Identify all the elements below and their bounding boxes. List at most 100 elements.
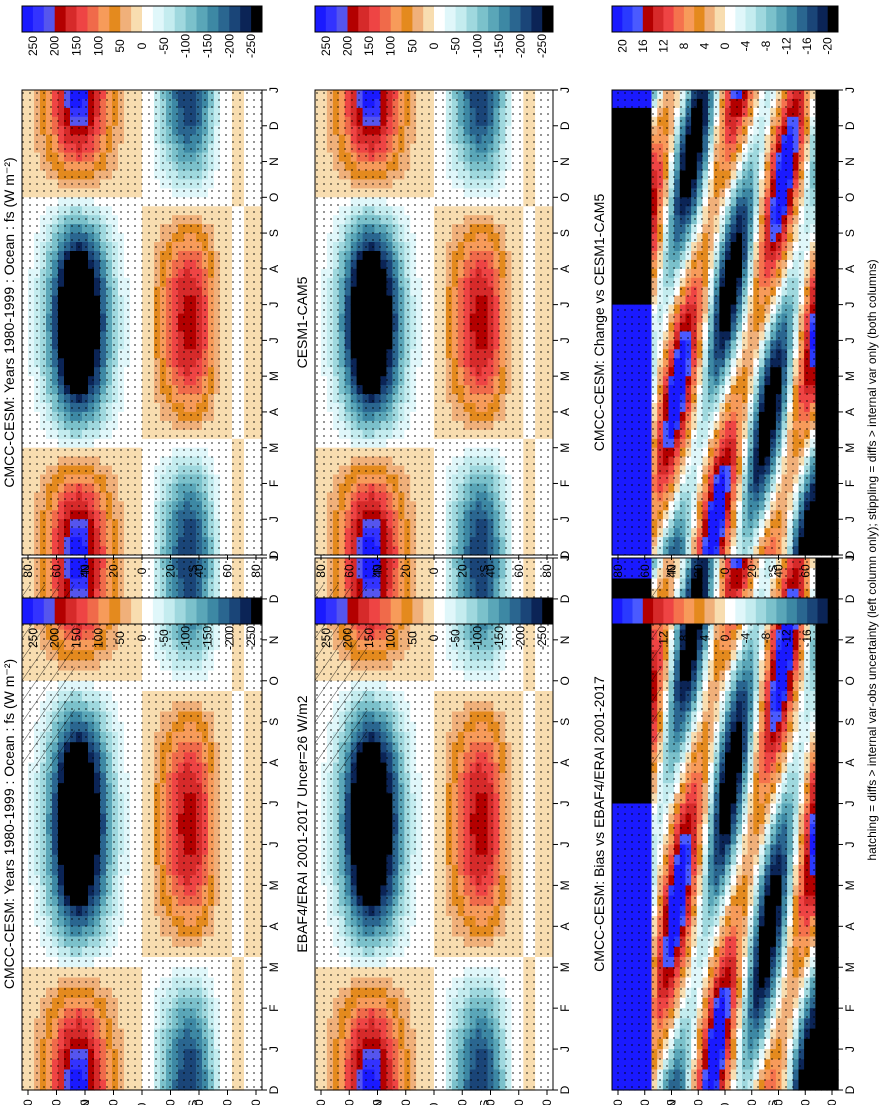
colorbar-swatch	[207, 598, 219, 624]
colorbar-swatch	[196, 6, 208, 32]
colorbar-swatch	[152, 6, 165, 32]
colorbar-swatch	[163, 6, 176, 32]
colorbar-label: -200	[222, 34, 236, 58]
colorbar-label: 250	[26, 628, 40, 648]
month-tick-label: M	[267, 962, 281, 972]
month-tick-label: F	[267, 1004, 281, 1011]
panel-title: CMCC-CESM: Years 1980-1999 : Ocean : fs …	[1, 157, 17, 487]
colorbar-swatch	[54, 598, 67, 624]
colorbar-swatch	[43, 6, 56, 32]
colorbar-swatch	[22, 6, 34, 32]
month-tick-label: F	[267, 480, 281, 487]
colorbar-swatch	[76, 6, 88, 32]
hemisphere-label: °N	[78, 564, 92, 577]
month-tick-label: J	[267, 87, 281, 93]
colorbar-swatch	[87, 598, 99, 624]
colorbar-label: -250	[244, 34, 258, 58]
colorbar-label: 50	[113, 631, 127, 645]
colorbar-swatch	[152, 598, 165, 624]
colorbar-swatch	[163, 598, 176, 624]
month-tick-label: O	[267, 676, 281, 685]
colorbar-label: 150	[70, 36, 84, 56]
colorbar-swatch	[120, 598, 132, 624]
lat-tick-label: 60	[50, 564, 64, 578]
colorbar-swatch	[32, 598, 45, 624]
month-tick-label: A	[267, 922, 281, 930]
panel-3: EBAF4/ERAI 2001-2017 Uncer=26 W/m2DJFMAM…	[294, 555, 572, 1105]
colorbar-label: -250	[244, 626, 258, 650]
colorbar-frame	[21, 597, 263, 625]
colorbar-label: -50	[157, 629, 171, 647]
lat-tick-label: 40	[192, 564, 206, 578]
colorbar-swatch	[98, 6, 110, 32]
colorbar-label: -150	[200, 34, 214, 58]
month-tick-label: J	[267, 1046, 281, 1052]
month-tick-label: O	[267, 193, 281, 202]
colorbar-label: 200	[48, 628, 62, 648]
colorbar-swatch	[54, 6, 67, 32]
lat-tick-label: 80	[249, 1099, 263, 1105]
lat-tick-label: 40	[78, 1099, 92, 1105]
colorbar-label: 0	[135, 634, 149, 641]
colorbar-label: -150	[200, 626, 214, 650]
panels-root: CMCC-CESM: Years 1980-1999 : Ocean : fs …	[1, 5, 857, 1105]
colorbar-swatch	[229, 598, 241, 624]
colorbar-swatch	[65, 598, 77, 624]
colorbar-swatch	[142, 598, 154, 624]
colorbar: 250 200 150 100 50 0 -50 -100 -150 -200 -250	[21, 597, 263, 650]
colorbar-label: 200	[48, 36, 62, 56]
month-tick-label: D	[267, 550, 281, 559]
panel-1: CMCC-CESM: Years 1980-1999 : Ocean : fs …	[1, 555, 281, 1105]
hemisphere-label: °S	[186, 1100, 200, 1105]
lat-tick-label: 60	[221, 564, 235, 578]
colorbar-frame	[21, 5, 263, 33]
panel-2: CMCC-CESM: Years 1980-1999 : Ocean : fs …	[1, 5, 281, 578]
colorbar-label: 50	[113, 39, 127, 53]
colorbar-swatch	[240, 598, 252, 624]
month-tick-label: J	[267, 555, 281, 561]
month-tick-label: D	[267, 594, 281, 603]
colorbar-swatch	[131, 6, 143, 32]
month-tick-label: M	[267, 371, 281, 381]
month-tick-label: A	[267, 408, 281, 416]
colorbar-swatch	[76, 598, 88, 624]
colorbar: 250 200 150 100 50 0 -50 -100 -150 -200 -250	[21, 5, 263, 58]
colorbar-swatch	[174, 598, 187, 624]
colorbar-swatch	[218, 598, 230, 624]
lat-tick-label: 20	[164, 564, 178, 578]
month-tick-label: J	[267, 516, 281, 522]
colorbar-swatch	[229, 6, 241, 32]
month-tick-label: A	[267, 759, 281, 767]
stippling-overlay	[22, 90, 262, 555]
hemisphere-label: °N	[78, 1099, 92, 1105]
lat-tick-label: 80	[21, 1099, 35, 1105]
colorbar-label: 0	[135, 42, 149, 49]
colorbar-label: -100	[179, 626, 193, 650]
month-tick-label: J	[267, 302, 281, 308]
colorbar-swatch	[240, 6, 252, 32]
colorbar-label: 150	[70, 628, 84, 648]
colorbar-swatch	[32, 6, 45, 32]
lat-tick-label: 20	[107, 564, 121, 578]
hemisphere-label: °S	[186, 565, 200, 578]
lat-tick-label: 80	[21, 564, 35, 578]
lat-tick-label: 0	[135, 567, 149, 574]
colorbar-swatch	[22, 598, 34, 624]
colorbar-label: -200	[222, 626, 236, 650]
month-tick-label: N	[267, 157, 281, 166]
colorbar-swatch	[185, 598, 197, 624]
colorbar-swatch	[207, 6, 219, 32]
month-tick-label: A	[267, 265, 281, 273]
month-tick-label: S	[267, 718, 281, 726]
colorbar-label: -100	[179, 34, 193, 58]
colorbar-swatch	[251, 6, 263, 32]
month-tick-label: J	[267, 801, 281, 807]
colorbar-swatch	[131, 598, 143, 624]
lat-tick-label: 60	[221, 1099, 235, 1105]
colorbar-swatch	[120, 6, 132, 32]
colorbar-swatch	[43, 598, 56, 624]
month-tick-label: D	[267, 121, 281, 130]
colorbar-swatch	[142, 6, 154, 32]
month-tick-label: J	[267, 841, 281, 847]
month-tick-label: M	[267, 443, 281, 453]
